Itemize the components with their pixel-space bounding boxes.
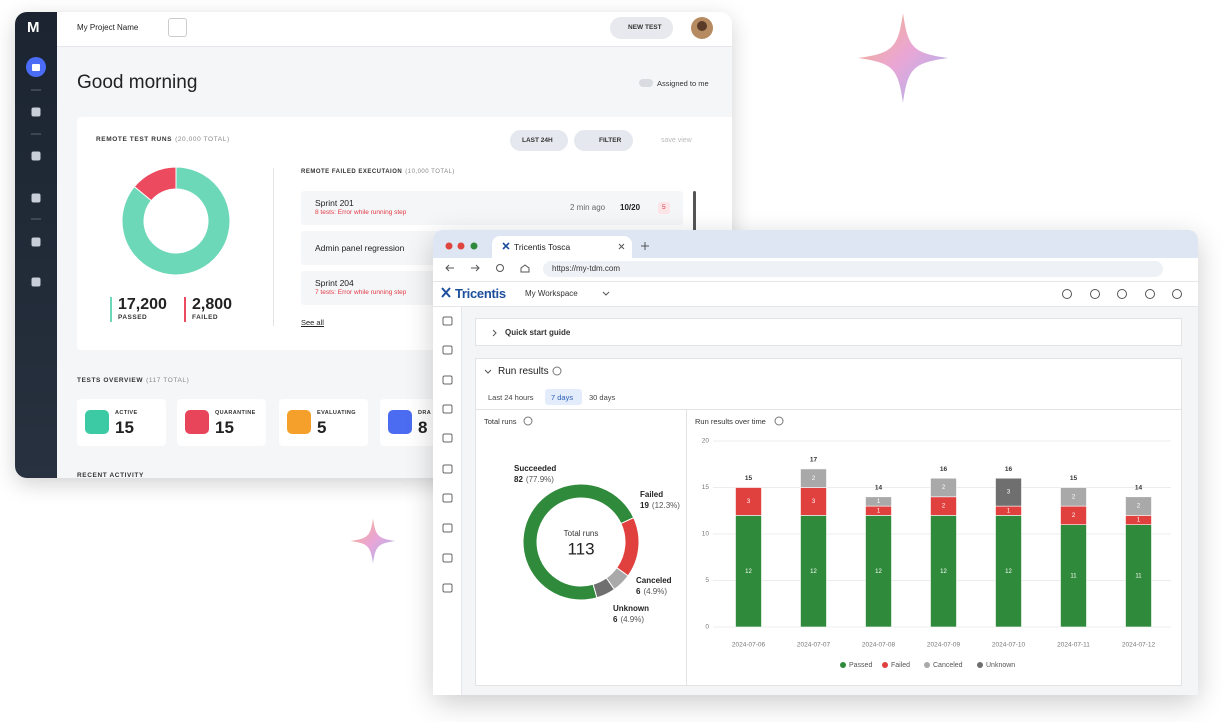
title: REMOTE FAILED EXECUTAION [301,169,403,175]
range-button[interactable] [510,130,568,151]
new-test-button[interactable] [610,17,673,39]
total: (117 TOTAL) [146,377,190,384]
row-name: Sprint 204 [315,278,354,288]
repo-button[interactable] [168,18,187,37]
remote-runs-title: REMOTE TEST RUNS (20,000 TOTAL) [96,136,230,143]
filter-label: FILTER [599,137,622,144]
row-detail: 7 tests: Error while running step [315,289,407,296]
card-icon [287,410,311,434]
sparkle [858,13,948,103]
legend-bar [110,297,112,322]
see-all-link[interactable]: See all [301,318,324,327]
total: (20,000 TOTAL) [175,136,230,143]
row-ratio: 10/20 [620,203,641,212]
card-value: 8 [418,418,428,437]
greeting: Good morning [77,72,198,93]
total: (10,000 TOTAL) [405,169,455,175]
row-name: Sprint 201 [315,198,354,208]
title: TESTS OVERVIEW [77,377,144,384]
new-test-label: NEW TEST [628,24,662,31]
sparkle [350,518,396,564]
legend-label: PASSED [118,314,148,321]
project-selector[interactable]: My Project Name [77,23,139,32]
overview-title: TESTS OVERVIEW (117 TOTAL) [77,377,189,384]
card-icon [185,410,209,434]
assigned-label: Assigned to me [657,79,709,88]
row-detail: 8 tests: Error while running step [315,209,407,216]
card-icon [388,410,412,434]
legend-label: FAILED [192,314,219,321]
legend-value: 2,800 [192,296,233,313]
card-label: ACTIVE [115,410,138,416]
row-name: Admin panel regression [315,243,405,253]
card-value: 15 [115,418,134,437]
row-count: 5 [662,204,666,211]
range-label: LAST 24H [522,137,553,144]
card-value: 5 [317,418,327,437]
recent-title: RECENT ACTIVITY [77,472,144,479]
count-badge [658,202,670,214]
title: REMOTE TEST RUNS [96,136,173,143]
filter-button[interactable] [574,130,633,151]
card-label: DRA [418,410,432,416]
divider [273,168,274,326]
sidebar [15,12,57,478]
card-icon [85,410,109,434]
card-label: EVALUATING [317,410,356,416]
scrollbar [693,191,696,309]
assigned-toggle[interactable] [639,79,653,87]
save-view[interactable]: save view [661,137,692,144]
card-label: QUARANTINE [215,410,256,416]
legend-bar [184,297,186,322]
logo: M [27,19,40,36]
row-time: 2 min ago [570,203,606,212]
failed-row[interactable] [301,191,683,225]
card-value: 15 [215,418,234,437]
legend-value: 17,200 [118,296,167,313]
failed-row[interactable] [301,271,683,305]
failed-title: REMOTE FAILED EXECUTAION (10,000 TOTAL) [301,169,455,175]
